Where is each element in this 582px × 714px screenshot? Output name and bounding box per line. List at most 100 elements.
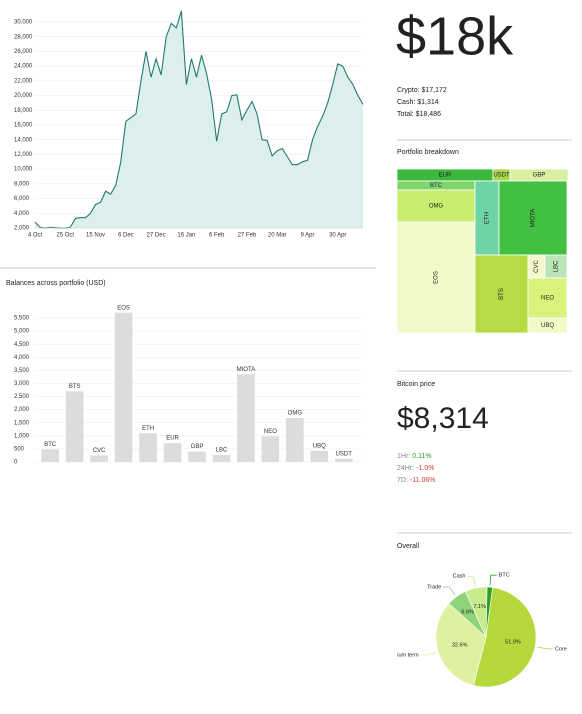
pie-slice	[464, 586, 488, 638]
bar-label: LBC	[216, 448, 228, 454]
treemap-label: OMG	[429, 204, 444, 210]
bitcoin-price: $8,314	[397, 402, 489, 435]
treemap-label: UBQ	[541, 323, 554, 329]
y-tick-label: 16,000	[14, 123, 33, 129]
leader-line	[536, 646, 553, 650]
headline: $18k	[396, 6, 514, 66]
treemap-cell	[396, 189, 476, 223]
slice-label: Trade	[427, 584, 441, 590]
x-tick-label: 9 Apr	[300, 233, 314, 239]
y-tick-label: 12,000	[14, 152, 33, 158]
price-change: 1Hr: 0.11%	[397, 453, 432, 460]
bar	[114, 312, 133, 462]
x-tick-label: 16 Jan	[177, 233, 195, 239]
treemap-label: ETH	[485, 212, 491, 224]
slice-value-label: 51.9%	[505, 640, 521, 646]
treemap-label: LBC	[554, 260, 560, 272]
price-change: 24Hr: -1.0%	[397, 465, 434, 472]
bar-label: UBQ	[313, 443, 326, 449]
y-tick-label: 4,000	[14, 211, 30, 217]
x-tick-label: 15 Nov	[86, 233, 105, 239]
treemap-label: BTS	[499, 288, 505, 300]
y-tick-label: 18,000	[14, 108, 33, 114]
slice-value-label: 32.6%	[452, 642, 468, 648]
leader-line	[489, 574, 497, 586]
y-tick-label: 1,000	[14, 433, 30, 439]
x-tick-label: 4 Oct	[28, 233, 43, 239]
section-title: Overall	[397, 543, 420, 550]
bar	[41, 449, 60, 462]
x-tick-label: 6 Dec	[118, 233, 134, 239]
y-tick-label: 3,500	[14, 368, 30, 374]
line	[34, 10, 364, 229]
treemap-cell	[527, 317, 568, 334]
treemap-label: CVC	[534, 260, 540, 273]
slice-value-label: 7.1%	[473, 604, 486, 610]
bar	[261, 436, 280, 462]
treemap-label: MIOTA	[531, 209, 537, 228]
y-tick-label: 30,000	[14, 20, 33, 26]
y-tick-label: 10,000	[14, 167, 33, 173]
leader-line	[443, 586, 456, 596]
slice-label: BTC	[499, 573, 510, 579]
y-tick-label: 2,500	[14, 394, 30, 400]
change-label: 24Hr:	[397, 465, 414, 472]
bar	[163, 443, 182, 462]
summary-line: Total: $18,486	[397, 111, 441, 118]
y-tick-label: 24,000	[14, 64, 33, 70]
x-tick-label: 30 Apr	[329, 233, 346, 239]
bar-label: BTS	[69, 384, 81, 390]
leader-line	[420, 651, 437, 656]
y-tick-label: 4,000	[14, 355, 30, 361]
area-fill	[35, 10, 363, 229]
treemap-label: GBP	[533, 173, 546, 179]
y-tick-label: 14,000	[14, 137, 33, 143]
y-tick-label: 2,000	[14, 226, 30, 232]
bar-label: NEO	[264, 429, 277, 435]
treemap-label: BTC	[430, 183, 443, 189]
y-tick-label: 28,000	[14, 34, 33, 40]
treemap-cell	[498, 180, 568, 256]
y-tick-label: 0	[14, 460, 18, 466]
y-tick-label: 5,500	[14, 316, 30, 322]
treemap-cell	[396, 221, 476, 334]
section-title: Portfolio breakdown	[397, 149, 459, 156]
x-tick-label: 27 Dec	[147, 233, 166, 239]
slice-value-label: 6.6%	[461, 609, 474, 615]
bar	[310, 450, 329, 462]
y-tick-label: 8,000	[14, 181, 30, 187]
bar	[334, 458, 353, 462]
summary-line: Cash: $1,314	[397, 99, 439, 106]
treemap-cell	[474, 180, 500, 256]
bar-label: MIOTA	[237, 367, 256, 373]
y-tick-label: 500	[14, 446, 25, 452]
bar-label: BTC	[44, 442, 57, 448]
bar-label: EUR	[166, 436, 179, 442]
change-value: -11.06%	[410, 477, 436, 484]
bar-label: USDT	[336, 451, 353, 457]
treemap-label: EUR	[439, 173, 452, 179]
pie-panel: BTC 51.9% Core 32.6% Medium term 6.6% Trade 7.1…	[397, 573, 567, 688]
bar	[188, 451, 206, 462]
change-value: 0.11%	[412, 453, 431, 460]
y-tick-label: 20,000	[14, 93, 33, 99]
x-tick-label: 20 Mar	[268, 233, 287, 239]
treemap-cell	[474, 254, 529, 334]
y-tick-label: 1,500	[14, 420, 30, 426]
y-tick-label: 3,000	[14, 381, 30, 387]
x-tick-label: 27 Feb	[238, 233, 257, 239]
bar-label: OMG	[288, 411, 303, 417]
y-tick-label: 2,000	[14, 407, 30, 413]
treemap-label: NEO	[541, 296, 554, 302]
treemap-cell	[527, 277, 568, 319]
y-tick-label: 26,000	[14, 49, 33, 55]
section-title: Bitcoin price	[397, 381, 435, 388]
bar	[237, 374, 255, 462]
bar-label: GBP	[191, 444, 204, 450]
bar-label: ETH	[142, 426, 154, 432]
y-tick-label: 5,000	[14, 329, 30, 335]
bar	[212, 454, 231, 462]
bar	[65, 391, 84, 462]
y-tick-label: 6,000	[14, 196, 30, 202]
